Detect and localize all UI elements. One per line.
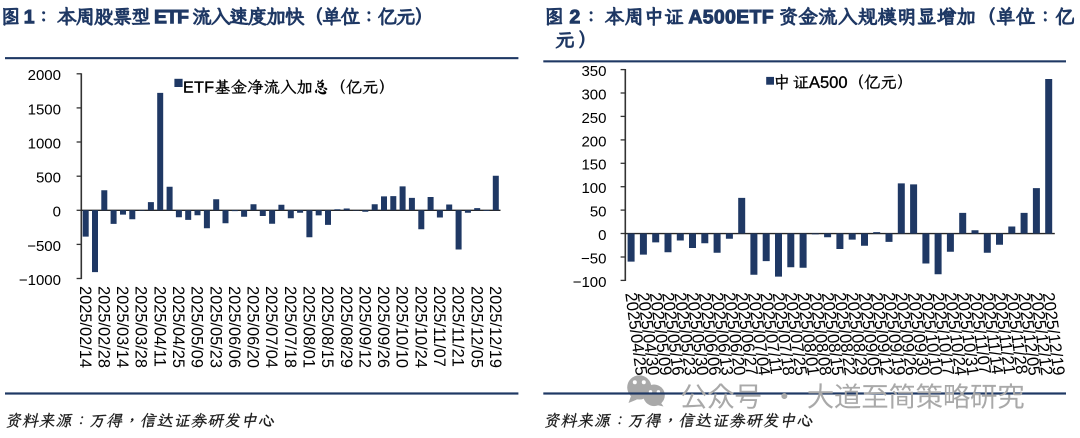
svg-text:350: 350 <box>581 63 606 80</box>
svg-text:−50: −50 <box>581 250 606 267</box>
svg-text:2025/06/06: 2025/06/06 <box>225 286 243 368</box>
svg-text:2025/03/14: 2025/03/14 <box>113 286 131 368</box>
svg-text:2025/10/24: 2025/10/24 <box>411 286 429 368</box>
svg-text:0: 0 <box>598 227 606 244</box>
svg-text:2025/08/01: 2025/08/01 <box>300 286 318 368</box>
svg-text:2025/06/20: 2025/06/20 <box>244 286 262 368</box>
svg-text:2025/05/23: 2025/05/23 <box>206 286 224 368</box>
svg-text:2025/09/12: 2025/09/12 <box>355 286 373 368</box>
svg-text:2025/08/29: 2025/08/29 <box>337 286 355 368</box>
svg-text:−1000: −1000 <box>19 272 61 289</box>
svg-text:150: 150 <box>581 157 606 174</box>
svg-text:−100: −100 <box>573 274 607 291</box>
svg-text:−500: −500 <box>27 238 61 255</box>
svg-text:100: 100 <box>581 180 606 197</box>
svg-text:2025/07/18: 2025/07/18 <box>281 286 299 368</box>
svg-text:2025/11/07: 2025/11/07 <box>430 286 448 367</box>
svg-text:250: 250 <box>581 110 606 127</box>
svg-text:1000: 1000 <box>28 135 61 152</box>
svg-text:2025/12/05: 2025/12/05 <box>467 286 485 368</box>
svg-text:2025/07/04: 2025/07/04 <box>262 286 280 368</box>
svg-text:2025/04/25: 2025/04/25 <box>169 286 187 368</box>
svg-text:2025/05/09: 2025/05/09 <box>188 286 206 368</box>
svg-text:2025/10/10: 2025/10/10 <box>393 286 411 368</box>
svg-text:2025/02/14: 2025/02/14 <box>76 286 94 368</box>
svg-text:0: 0 <box>53 204 61 221</box>
svg-text:2000: 2000 <box>28 67 61 84</box>
svg-text:500: 500 <box>36 170 61 187</box>
svg-text:2025/03/28: 2025/03/28 <box>132 286 150 368</box>
svg-text:2025/04/11: 2025/04/11 <box>150 286 168 367</box>
svg-text:50: 50 <box>590 204 607 221</box>
svg-text:200: 200 <box>581 133 606 150</box>
svg-text:300: 300 <box>581 86 606 103</box>
svg-text:2025/08/15: 2025/08/15 <box>318 286 336 368</box>
svg-text:2025/11/21: 2025/11/21 <box>449 286 467 367</box>
svg-text:2025/09/26: 2025/09/26 <box>374 286 392 368</box>
svg-text:2025/02/28: 2025/02/28 <box>94 286 112 368</box>
svg-text:2025/12/19: 2025/12/19 <box>486 286 504 368</box>
svg-text:1500: 1500 <box>28 101 61 118</box>
